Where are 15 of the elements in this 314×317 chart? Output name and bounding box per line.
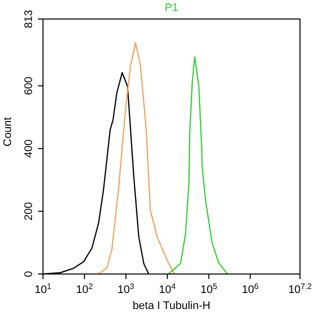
x-axis-title: beta I Tubulin-H <box>132 300 210 312</box>
x-tick-label: 10$^{1}$ <box>34 282 52 296</box>
y-axis-title: Count <box>2 117 14 146</box>
x-tick-label: 10$^{5}$ <box>200 282 218 296</box>
x-tick-label: 10$^{4}$ <box>159 282 176 296</box>
y-tick-label: 600 <box>23 76 35 95</box>
y-tick-label: 813 <box>23 10 35 28</box>
y-tick-label: 0 <box>23 270 35 278</box>
y-tick-label: 400 <box>23 139 35 158</box>
x-tick-label: 10$^{2}$ <box>76 282 94 296</box>
chart-title: P1 <box>164 2 180 14</box>
y-tick-label: 200 <box>23 202 35 220</box>
x-tick-label: 10$^{6}$ <box>242 282 260 296</box>
x-tick-label: 10$^{7.2}$ <box>288 282 312 296</box>
x-tick-label: 10$^{3}$ <box>118 282 135 296</box>
